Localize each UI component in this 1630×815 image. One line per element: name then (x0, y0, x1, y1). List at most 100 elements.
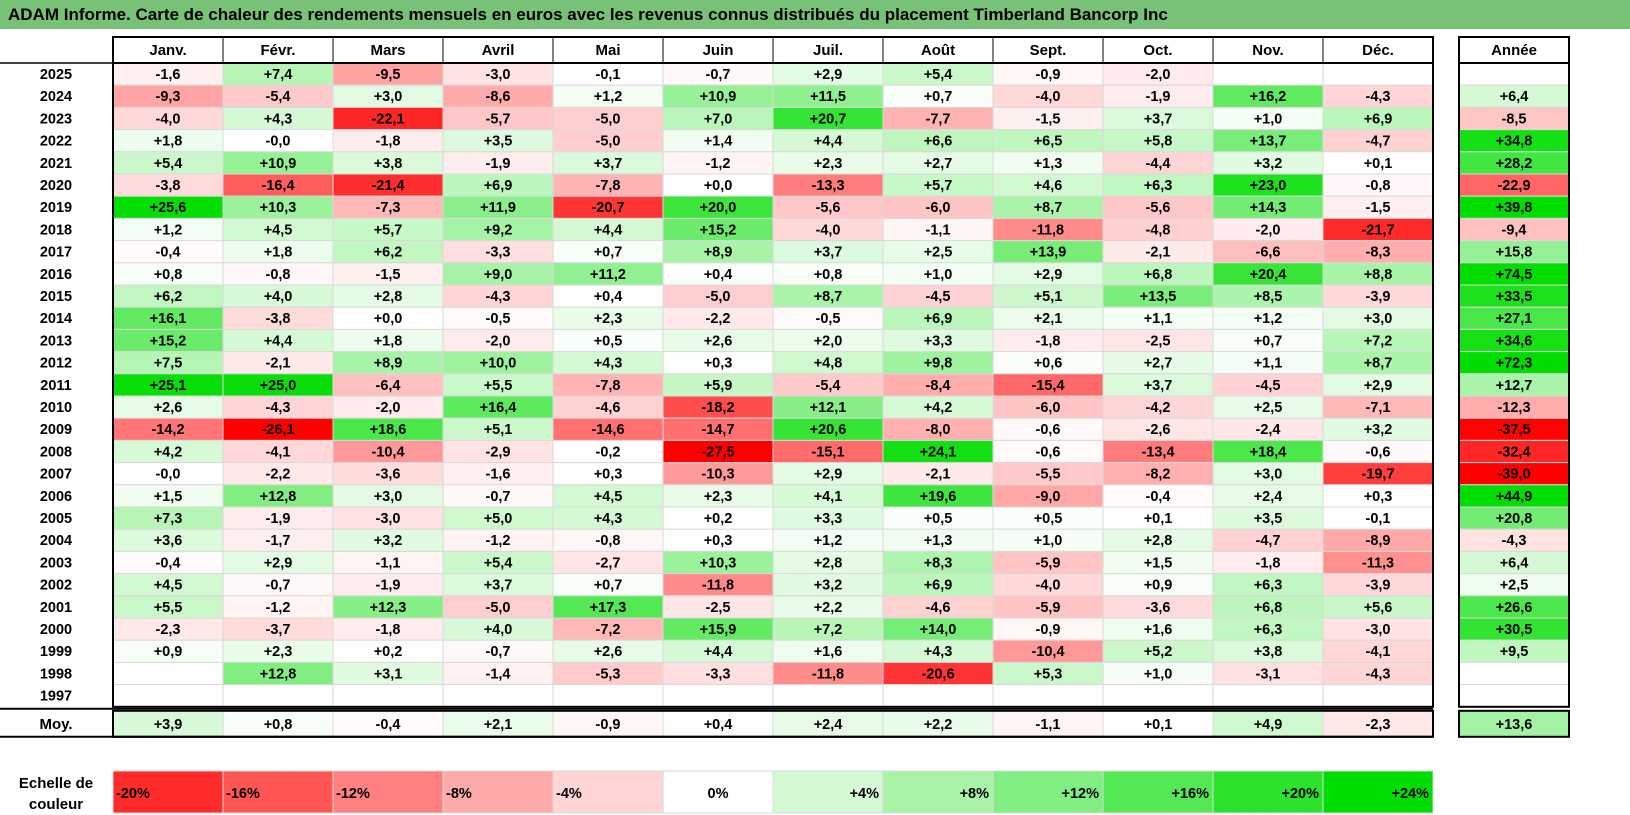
cell-value: +19,6 (920, 489, 957, 505)
cell-value: -8,6 (486, 89, 511, 105)
annual-value: +39,8 (1496, 200, 1533, 216)
cell-value: +5,7 (374, 222, 403, 238)
cell-value: +1,2 (154, 222, 183, 238)
year-label: 2010 (40, 400, 72, 416)
cell-value: -3,8 (156, 178, 181, 194)
cell-value: +0,6 (1034, 356, 1063, 372)
annual-value: +20,8 (1496, 511, 1533, 527)
year-label: 2004 (40, 533, 72, 549)
cell-value: +0,7 (924, 89, 953, 105)
cell-value: +5,1 (1034, 289, 1063, 305)
cell-value: -1,5 (376, 267, 401, 283)
average-value: +0,4 (704, 717, 733, 733)
cell-value: +2,1 (1034, 311, 1063, 327)
cell-value: -11,3 (1362, 555, 1394, 571)
cell-value: -0,6 (1366, 444, 1391, 460)
cell-value: -4,5 (1256, 378, 1281, 394)
cell-value: -3,7 (266, 622, 291, 638)
scale-value: +16% (1172, 786, 1210, 802)
cell-value: +1,2 (814, 533, 843, 549)
cell-value: +2,8 (814, 555, 843, 571)
cell-value: -11,8 (702, 578, 734, 594)
cell-value: +9,2 (484, 222, 513, 238)
average-value: -0,9 (596, 717, 621, 733)
cell-value: +1,1 (1254, 356, 1283, 372)
cell-value: +0,9 (154, 644, 183, 660)
cell-value: -3,3 (486, 245, 511, 261)
cell-value: +16,2 (1250, 89, 1287, 105)
cell-value: +2,0 (814, 333, 843, 349)
cell-value: -4,3 (1366, 666, 1391, 682)
heat-cell (992, 684, 1104, 708)
cell-value: -0,8 (1366, 178, 1391, 194)
year-label: 2002 (40, 578, 72, 594)
cell-value: +2,3 (814, 156, 843, 172)
cell-value: -2,1 (1146, 245, 1171, 261)
year-label: 2021 (40, 156, 72, 172)
cell-value: -2,4 (1256, 422, 1281, 438)
cell-value: +2,3 (594, 311, 623, 327)
cell-value: +14,3 (1250, 200, 1287, 216)
cell-value: +23,0 (1250, 178, 1287, 194)
year-label: 2009 (40, 422, 72, 438)
cell-value: +2,5 (924, 245, 953, 261)
year-label: 2024 (40, 89, 72, 105)
cell-value: +4,4 (594, 222, 623, 238)
cell-value: +25,0 (260, 378, 297, 394)
cell-value: -8,4 (926, 378, 951, 394)
cell-value: -1,2 (486, 533, 511, 549)
cell-value: -9,0 (1036, 489, 1061, 505)
cell-value: -15,4 (1031, 378, 1064, 394)
year-label: 2019 (40, 200, 72, 216)
heat-cell (662, 684, 774, 708)
cell-value: -5,9 (1036, 555, 1061, 571)
cell-value: -8,2 (1146, 467, 1171, 483)
year-label: 2025 (40, 67, 72, 83)
cell-value: -0,7 (486, 489, 511, 505)
cell-value: -18,2 (701, 400, 734, 416)
heat-cell (332, 684, 444, 708)
cell-value: +4,0 (264, 289, 293, 305)
cell-value: +4,1 (814, 489, 843, 505)
cell-value: +11,5 (810, 89, 846, 105)
year-label: 1997 (40, 689, 72, 705)
cell-value: -2,5 (1146, 333, 1171, 349)
cell-value: +0,5 (594, 333, 623, 349)
cell-value: +0,8 (814, 267, 843, 283)
cell-value: -13,3 (811, 178, 844, 194)
cell-value: +7,5 (154, 356, 183, 372)
scale-swatch (1322, 770, 1434, 814)
cell-value: -2,7 (596, 555, 621, 571)
cell-value: -10,4 (1031, 644, 1064, 660)
annual-value: +30,5 (1496, 622, 1533, 638)
cell-value: +0,4 (704, 267, 733, 283)
year-label: 2011 (40, 378, 71, 394)
cell-value: -1,8 (376, 134, 401, 150)
heat-cell (1212, 684, 1324, 708)
year-label: 2016 (40, 267, 72, 283)
cell-value: -0,1 (1366, 511, 1391, 527)
average-value: +2,4 (814, 717, 843, 733)
year-label: 2014 (40, 311, 72, 327)
annual-value: +28,2 (1496, 156, 1533, 172)
cell-value: +4,4 (814, 134, 843, 150)
average-value: +4,9 (1254, 717, 1283, 733)
cell-value: -1,7 (266, 533, 291, 549)
cell-value: +25,1 (150, 378, 187, 394)
annual-cell (1458, 62, 1570, 86)
cell-value: -0,8 (596, 533, 621, 549)
scale-swatch (332, 770, 444, 814)
scale-swatch (552, 770, 664, 814)
cell-value: +6,3 (1144, 178, 1173, 194)
average-label: Moy. (39, 716, 72, 733)
cell-value: +16,1 (150, 311, 187, 327)
cell-value: +5,5 (484, 378, 513, 394)
cell-value: -0,0 (156, 467, 181, 483)
cell-value: -4,0 (1036, 89, 1061, 105)
report-title: ADAM Informe. Carte de chaleur des rende… (0, 0, 1630, 29)
cell-value: -7,7 (926, 111, 951, 127)
annual-value: +9,5 (1500, 644, 1529, 660)
cell-value: +13,5 (1140, 289, 1177, 305)
annual-value: -4,3 (1502, 533, 1527, 549)
heat-cell (882, 684, 994, 708)
